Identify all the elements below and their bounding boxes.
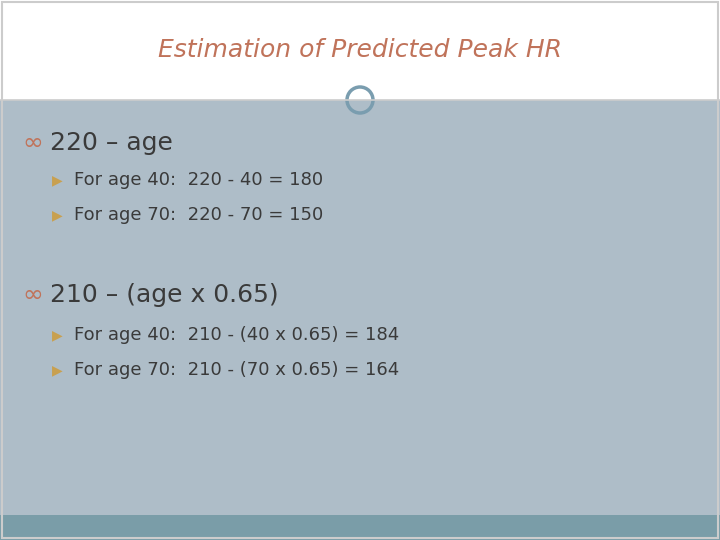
Bar: [0, 100, 720, 515]
Text: 210 – (age x 0.65): 210 – (age x 0.65): [50, 283, 279, 307]
Text: For age 40:  220 - 40 = 180: For age 40: 220 - 40 = 180: [74, 171, 323, 189]
Text: Estimation of Predicted Peak HR: Estimation of Predicted Peak HR: [158, 38, 562, 62]
Bar: [0, 0, 720, 100]
Text: ∞: ∞: [22, 283, 43, 307]
Text: ∞: ∞: [22, 131, 43, 155]
Text: ▶: ▶: [52, 328, 63, 342]
Text: ▶: ▶: [52, 208, 63, 222]
Text: 220 – age: 220 – age: [50, 131, 173, 155]
Text: For age 70:  210 - (70 x 0.65) = 164: For age 70: 210 - (70 x 0.65) = 164: [74, 361, 400, 379]
Text: ▶: ▶: [52, 363, 63, 377]
Bar: [0, 515, 720, 540]
Text: For age 40:  210 - (40 x 0.65) = 184: For age 40: 210 - (40 x 0.65) = 184: [74, 326, 400, 344]
Text: For age 70:  220 - 70 = 150: For age 70: 220 - 70 = 150: [74, 206, 323, 224]
Text: ▶: ▶: [52, 173, 63, 187]
